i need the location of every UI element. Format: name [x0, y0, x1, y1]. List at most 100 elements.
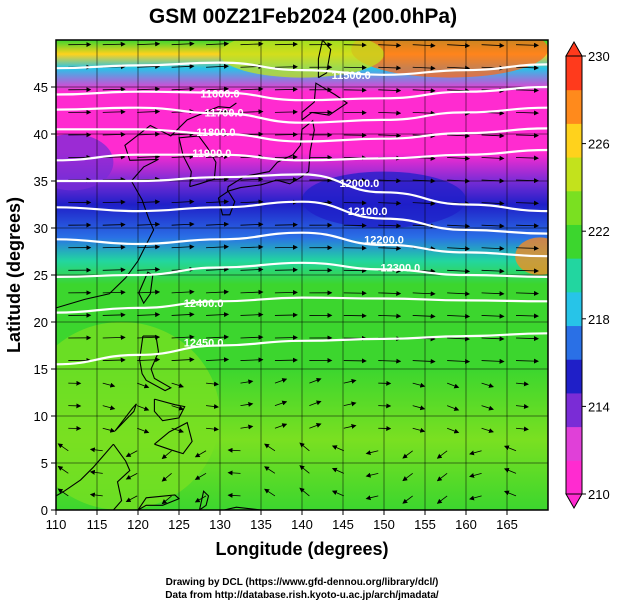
wind-vector — [412, 405, 426, 411]
wind-vector — [412, 291, 436, 297]
wind-vector — [102, 405, 116, 411]
wind-vector — [240, 109, 264, 115]
wind-vector — [125, 450, 138, 457]
contour-line — [56, 200, 548, 235]
wind-vector — [516, 245, 540, 251]
wind-vector — [206, 41, 230, 47]
x-tick-label: 135 — [250, 517, 272, 532]
wind-vector — [299, 465, 310, 474]
wind-vector — [240, 379, 254, 385]
wind-vector — [481, 223, 505, 229]
wind-vector — [206, 244, 230, 250]
halmahera-coast — [198, 490, 210, 510]
wind-vector — [469, 495, 482, 501]
colorbar-segment — [566, 157, 582, 192]
wind-vector — [102, 427, 116, 433]
colorbar-max-arrow — [565, 40, 583, 57]
y-tick-label: 40 — [34, 127, 48, 142]
wind-vector — [102, 312, 126, 318]
wind-vector — [516, 65, 540, 71]
wind-vector — [516, 200, 540, 206]
wind-vector — [102, 289, 126, 295]
wind-vector — [516, 87, 540, 93]
wind-vector — [137, 154, 161, 160]
wind-vector — [194, 450, 207, 458]
x-tick-label: 110 — [46, 517, 67, 532]
wind-vector — [515, 381, 529, 387]
wind-vector — [447, 43, 471, 49]
contour-line — [56, 261, 548, 278]
colorbar-segment — [566, 325, 582, 360]
contour-line — [56, 173, 548, 213]
wind-vector — [412, 110, 436, 116]
contour-line — [56, 106, 548, 124]
wind-vector — [240, 334, 264, 340]
wind-vector — [57, 465, 69, 474]
wind-vector — [102, 244, 126, 250]
colorbar-min-arrow — [565, 493, 583, 510]
wind-vector — [516, 313, 540, 319]
wind-vector — [240, 312, 264, 318]
wind-vector — [481, 291, 505, 297]
wind-vector — [447, 358, 471, 364]
borneo-coast — [56, 443, 131, 510]
wind-vector — [274, 423, 288, 429]
wind-vector — [516, 358, 540, 364]
wind-vector — [137, 289, 161, 295]
hokkaido-coast — [301, 82, 349, 121]
x-tick-label: 125 — [168, 517, 190, 532]
wind-vector — [378, 358, 402, 364]
mindanao-coast — [154, 421, 193, 455]
y-tick-label: 0 — [41, 503, 48, 518]
wind-vector — [378, 133, 402, 139]
wind-vector — [102, 199, 126, 205]
wind-vector — [102, 357, 126, 363]
wind-vector — [137, 382, 150, 389]
wind-vector — [137, 109, 161, 115]
wind-vector — [194, 472, 207, 480]
wind-vector — [125, 495, 138, 503]
wind-vector — [206, 381, 219, 387]
wind-vector — [240, 267, 264, 273]
wind-vector — [206, 289, 230, 295]
wind-vector — [516, 336, 540, 342]
wind-vector — [481, 313, 505, 319]
wind-vector — [412, 313, 436, 319]
wind-vector — [331, 445, 344, 452]
credit-line-1: Drawing by DCL (https://www.gfd-dennou.o… — [166, 577, 439, 588]
wind-vector — [102, 109, 126, 115]
height-contours: 11500.0 11600.0 11700.0 11800.0 11900.0 12000… — [56, 61, 548, 366]
wind-vector — [206, 266, 230, 272]
wind-vector — [227, 447, 241, 453]
colorbar-tick-label: 230 — [588, 49, 610, 64]
wind-vector — [378, 245, 402, 251]
wind-vector — [171, 357, 195, 363]
x-tick-label: 120 — [127, 517, 149, 532]
wind-vector — [412, 427, 426, 433]
new-guinea-coast — [223, 506, 263, 510]
wind-vector — [412, 200, 436, 206]
wind-vector — [378, 42, 402, 48]
wind-vector — [206, 86, 230, 92]
wind-vector — [469, 472, 482, 478]
y-tick-label: 10 — [34, 409, 48, 424]
wind-vector — [446, 382, 460, 389]
wind-vector — [206, 154, 230, 160]
contour-label: 11800.0 — [196, 127, 235, 139]
wind-vector — [378, 87, 402, 93]
wind-vector — [447, 291, 471, 297]
wind-vector — [516, 155, 540, 161]
wind-vector — [137, 267, 161, 273]
contour-line — [56, 296, 548, 314]
wind-vector — [274, 400, 288, 407]
wind-vector — [515, 403, 529, 409]
contour-label: 11600.0 — [200, 89, 239, 101]
wind-vector — [365, 450, 379, 456]
wind-vector — [240, 244, 264, 250]
wind-vector — [206, 404, 219, 410]
wind-vector — [331, 467, 344, 474]
x-axis-label: Longitude (degrees) — [215, 539, 388, 559]
wind-vector — [516, 223, 540, 229]
wind-vector — [481, 427, 494, 434]
y-tick-label: 5 — [41, 456, 48, 471]
